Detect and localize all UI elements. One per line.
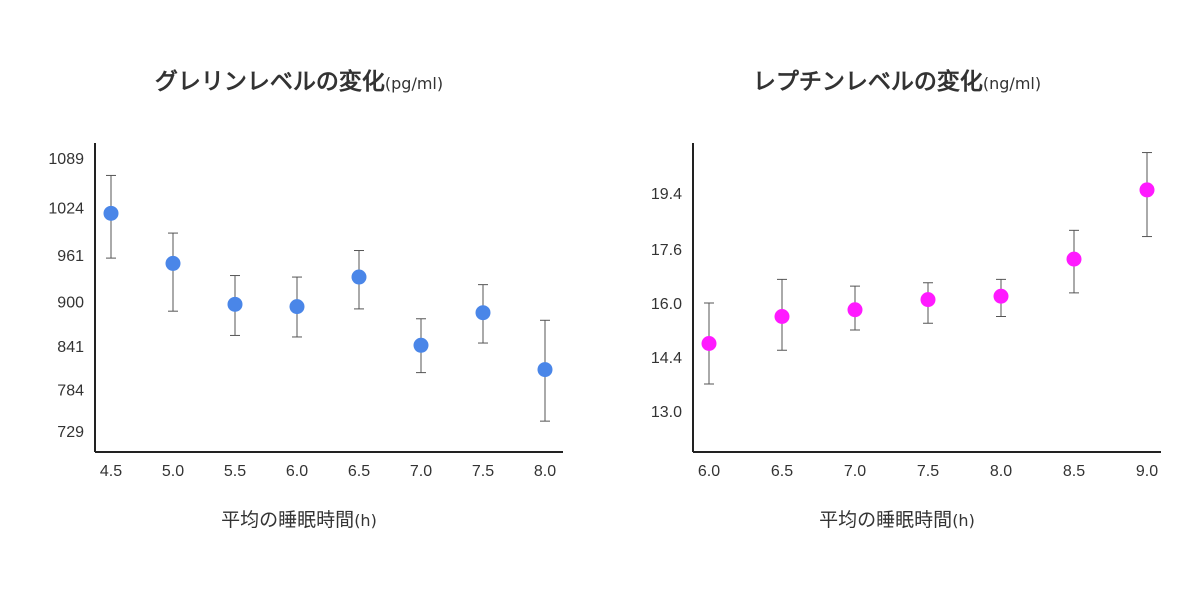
ghrelin-title-unit: (pg/ml) <box>384 74 444 93</box>
leptin-y-tick-label: 13.0 <box>651 404 682 421</box>
ghrelin-title-text: グレリンレベルの変化 <box>154 69 385 95</box>
leptin-xlabel-unit: (h) <box>952 511 975 530</box>
leptin-x-tick-label: 6.5 <box>771 463 793 480</box>
ghrelin-x-tick-label: 5.0 <box>162 463 184 480</box>
ghrelin-data-point <box>537 362 553 378</box>
ghrelin-x-tick-label: 7.5 <box>472 463 494 480</box>
leptin-chart-panel: レプチンレベルの変化(ng/ml) 13.0 14.4 16.0 17.6 19.4 6.… <box>598 0 1196 590</box>
leptin-data-point <box>847 302 863 318</box>
ghrelin-data-point <box>103 205 119 221</box>
ghrelin-y-tick-label: 729 <box>57 424 84 441</box>
ghrelin-data-point <box>227 296 243 312</box>
ghrelin-x-tick-label: 6.5 <box>348 463 370 480</box>
leptin-title-unit: (ng/ml) <box>982 74 1042 93</box>
ghrelin-y-tick-label: 961 <box>57 248 84 265</box>
ghrelin-xlabel-text: 平均の睡眠時間 <box>221 509 355 531</box>
leptin-title-text: レプチンレベルの変化 <box>752 69 983 95</box>
leptin-x-axis-label: 平均の睡眠時間(h) <box>598 505 1196 532</box>
leptin-x-tick-label: 8.0 <box>990 463 1012 480</box>
ghrelin-data-point <box>351 269 367 285</box>
ghrelin-y-tick-label: 841 <box>57 339 84 356</box>
ghrelin-chart-title: グレリンレベルの変化(pg/ml) <box>0 62 598 96</box>
ghrelin-x-tick-label: 7.0 <box>410 463 432 480</box>
ghrelin-plot: 729 784 841 900 961 1024 1089 4.5 5.0 5.5 6.0 6.5 7.… <box>48 143 563 480</box>
leptin-data-point <box>1066 251 1082 267</box>
ghrelin-x-axis-label: 平均の睡眠時間(h) <box>0 505 598 532</box>
ghrelin-data-point <box>289 299 305 315</box>
leptin-xlabel-text: 平均の睡眠時間 <box>819 509 953 531</box>
ghrelin-data-point <box>475 305 491 321</box>
ghrelin-data-point <box>413 337 429 353</box>
leptin-y-tick-label: 16.0 <box>651 296 682 313</box>
ghrelin-x-tick-label: 5.5 <box>224 463 246 480</box>
leptin-x-tick-label: 7.5 <box>917 463 939 480</box>
leptin-y-tick-label: 14.4 <box>651 350 682 367</box>
ghrelin-x-tick-label: 8.0 <box>534 463 556 480</box>
ghrelin-y-tick-label: 1024 <box>48 200 84 217</box>
ghrelin-xlabel-unit: (h) <box>354 511 377 530</box>
leptin-data-point <box>993 288 1009 304</box>
ghrelin-x-tick-label: 6.0 <box>286 463 308 480</box>
leptin-plot: 13.0 14.4 16.0 17.6 19.4 6.0 6.5 7.0 7.5 8.0 8.5 9.… <box>651 143 1161 480</box>
ghrelin-y-tick-label: 900 <box>57 294 84 311</box>
leptin-chart-title: レプチンレベルの変化(ng/ml) <box>598 62 1196 96</box>
leptin-x-tick-label: 8.5 <box>1063 463 1085 480</box>
leptin-data-point <box>774 309 790 324</box>
leptin-y-tick-label: 17.6 <box>651 242 682 259</box>
leptin-y-tick-label: 19.4 <box>651 186 682 203</box>
leptin-x-tick-label: 7.0 <box>844 463 866 480</box>
ghrelin-x-tick-label: 4.5 <box>100 463 122 480</box>
leptin-data-point <box>920 292 936 308</box>
leptin-x-tick-label: 6.0 <box>698 463 720 480</box>
leptin-data-point <box>701 336 717 351</box>
leptin-data-point <box>1139 182 1155 198</box>
ghrelin-y-tick-label: 1089 <box>48 151 84 168</box>
leptin-x-tick-label: 9.0 <box>1136 463 1158 480</box>
ghrelin-y-tick-label: 784 <box>57 382 84 399</box>
ghrelin-data-point <box>165 255 181 271</box>
ghrelin-chart-panel: グレリンレベルの変化(pg/ml) 729 784 841 900 961 1024 108… <box>0 62 598 532</box>
